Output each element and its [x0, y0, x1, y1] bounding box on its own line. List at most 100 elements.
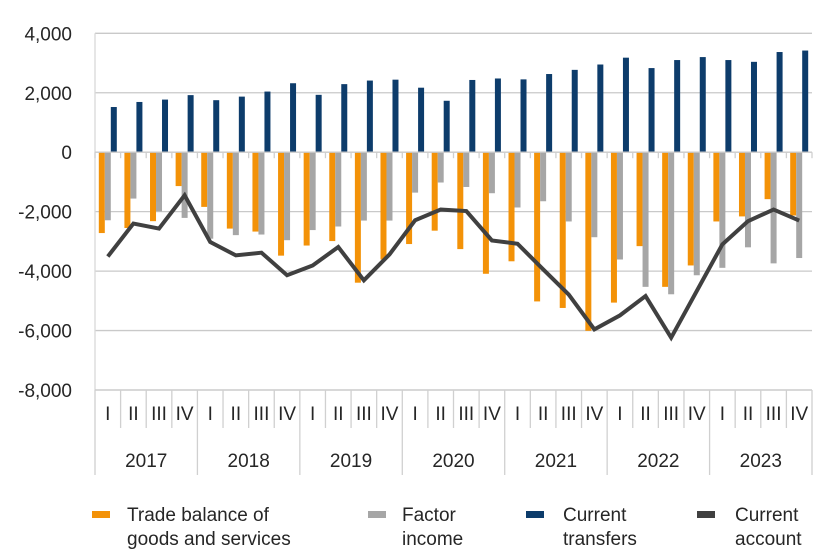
bar-trade-balance-of-goods-and-services	[687, 152, 694, 266]
bar-factor-income	[232, 152, 239, 236]
bar-trade-balance-of-goods-and-services	[226, 152, 233, 229]
legend-label-trade-2: goods and services	[127, 529, 291, 550]
year-label: 2018	[228, 451, 270, 472]
bar-current-transfers	[494, 78, 501, 153]
quarter-label: I	[617, 404, 622, 425]
bar-factor-income	[309, 152, 316, 231]
quarter-label: IV	[688, 404, 706, 425]
bar-trade-balance-of-goods-and-services	[457, 152, 464, 250]
bar-factor-income	[412, 152, 419, 193]
bar-factor-income	[130, 152, 137, 199]
bar-factor-income	[386, 152, 393, 221]
bar-current-transfers	[162, 99, 169, 153]
quarter-label: I	[310, 404, 315, 425]
bar-factor-income	[104, 152, 111, 221]
bar-factor-income	[284, 152, 291, 241]
bar-factor-income	[719, 152, 726, 268]
bar-trade-balance-of-goods-and-services	[329, 152, 336, 242]
bar-factor-income	[540, 152, 547, 202]
quarter-label: IV	[176, 404, 194, 425]
bar-current-transfers	[597, 64, 604, 153]
bar-factor-income	[360, 152, 367, 221]
bar-factor-income	[616, 152, 623, 260]
bar-current-transfers	[264, 91, 271, 153]
bar-current-transfers	[418, 87, 425, 153]
bar-factor-income	[693, 152, 700, 276]
bar-trade-balance-of-goods-and-services	[150, 152, 157, 222]
year-label: 2021	[535, 451, 577, 472]
bar-trade-balance-of-goods-and-services	[98, 152, 105, 234]
bar-factor-income	[565, 152, 572, 222]
y-tick-label: 2,000	[24, 84, 72, 105]
bar-current-transfers	[546, 74, 553, 153]
bar-trade-balance-of-goods-and-services	[380, 152, 387, 260]
bar-current-transfers	[725, 60, 732, 153]
current-account-line	[106, 191, 800, 342]
bar-trade-balance-of-goods-and-services	[610, 152, 617, 303]
bar-factor-income	[796, 152, 803, 259]
legend: Trade balance of goods and services Fact…	[92, 505, 802, 550]
bar-current-transfers	[622, 57, 629, 153]
bar-trade-balance-of-goods-and-services	[303, 152, 310, 246]
legend-label-account-1: Current	[735, 505, 799, 526]
bar-current-transfers	[136, 101, 143, 153]
bar-trade-balance-of-goods-and-services	[482, 152, 489, 274]
bar-trade-balance-of-goods-and-services	[431, 152, 438, 231]
bar-trade-balance-of-goods-and-services	[406, 152, 413, 245]
bar-factor-income	[335, 152, 342, 227]
quarter-label: III	[663, 404, 679, 425]
y-tick-label: -4,000	[18, 262, 72, 283]
y-axis: 4,000 2,000 0 -2,000 -4,000 -6,000 -8,000	[18, 24, 72, 402]
quarter-label: III	[151, 404, 167, 425]
quarter-label: II	[435, 404, 446, 425]
legend-swatch-account	[697, 511, 715, 518]
bar-trade-balance-of-goods-and-services	[585, 152, 592, 331]
quarter-label: II	[538, 404, 549, 425]
y-tick-label: -8,000	[18, 381, 72, 402]
bar-current-transfers	[315, 94, 322, 153]
x-axis: I II III IV I II III IV I II III IV I II III IV I II III IV…	[94, 389, 813, 475]
bar-trade-balance-of-goods-and-services	[559, 152, 566, 308]
bar-trade-balance-of-goods-and-services	[508, 152, 515, 262]
bar-current-transfers	[469, 79, 476, 153]
bar-trade-balance-of-goods-and-services	[636, 152, 643, 247]
bar-factor-income	[207, 152, 214, 239]
quarter-label: II	[743, 404, 754, 425]
bar-factor-income	[744, 152, 751, 248]
bar-current-transfers	[699, 57, 706, 153]
bar-current-transfers	[648, 68, 655, 153]
legend-swatch-transfers	[526, 511, 544, 518]
quarter-label: III	[458, 404, 474, 425]
quarter-label: IV	[585, 404, 603, 425]
quarter-label: III	[356, 404, 372, 425]
quarter-label: I	[412, 404, 417, 425]
legend-swatch-factor	[368, 511, 386, 518]
bar-current-transfers	[187, 95, 194, 153]
legend-label-factor-1: Factor	[402, 505, 457, 526]
bar-factor-income	[668, 152, 675, 295]
legend-label-factor-2: income	[402, 529, 463, 550]
legend-swatch-trade	[92, 511, 110, 518]
bar-factor-income	[591, 152, 598, 238]
bar-trade-balance-of-goods-and-services	[790, 152, 797, 216]
quarter-label: II	[128, 404, 139, 425]
quarter-label: I	[105, 404, 110, 425]
bar-trade-balance-of-goods-and-services	[764, 152, 771, 200]
bar-current-transfers	[366, 80, 373, 153]
bar-trade-balance-of-goods-and-services	[662, 152, 669, 287]
year-label: 2023	[740, 451, 782, 472]
bar-factor-income	[514, 152, 521, 208]
y-tick-label: 4,000	[24, 24, 72, 45]
quarter-label: I	[515, 404, 520, 425]
quarter-label: III	[766, 404, 782, 425]
bar-factor-income	[463, 152, 470, 187]
y-tick-label: -6,000	[18, 322, 72, 343]
legend-label-trade-1: Trade balance of	[127, 505, 270, 526]
y-tick-label: 0	[61, 143, 72, 164]
bar-current-transfers	[520, 79, 527, 153]
bar-factor-income	[181, 152, 188, 218]
bar-current-transfers	[392, 79, 399, 153]
quarter-label: III	[254, 404, 270, 425]
bar-current-transfers	[238, 96, 245, 153]
bar-trade-balance-of-goods-and-services	[354, 152, 361, 283]
